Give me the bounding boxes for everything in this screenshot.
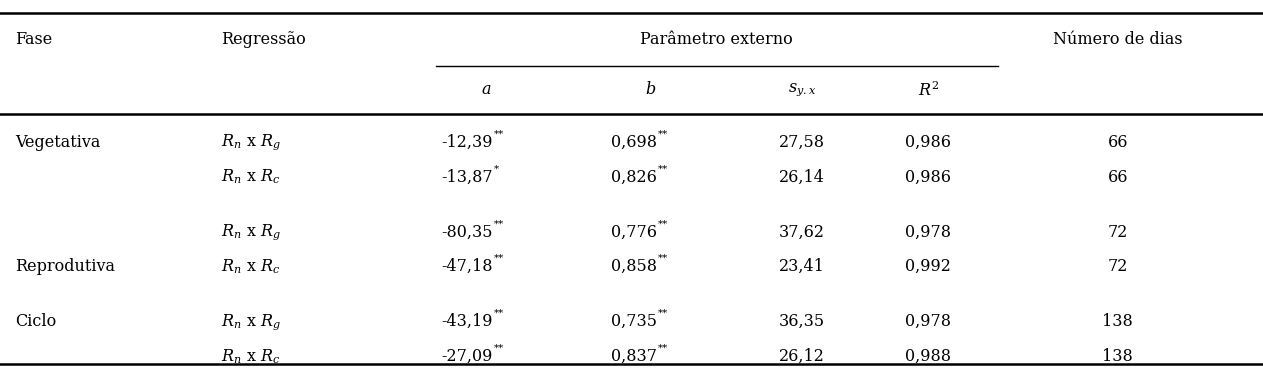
Text: Parâmetro externo: Parâmetro externo: [640, 31, 793, 48]
Text: a: a: [481, 81, 491, 98]
Text: 0,978: 0,978: [906, 313, 951, 330]
Text: **: **: [494, 219, 504, 228]
Text: 0,698: 0,698: [611, 134, 657, 151]
Text: **: **: [658, 164, 668, 173]
Text: $R_n\ \mathrm{x}\ R_g$: $R_n\ \mathrm{x}\ R_g$: [221, 312, 280, 332]
Text: 0,986: 0,986: [906, 168, 951, 186]
Text: b: b: [645, 81, 655, 98]
Text: **: **: [658, 344, 668, 352]
Text: 37,62: 37,62: [779, 224, 825, 241]
Text: $R_n\ \mathrm{x}\ R_g$: $R_n\ \mathrm{x}\ R_g$: [221, 132, 280, 153]
Text: $s_{y.x}$: $s_{y.x}$: [788, 81, 816, 98]
Text: 27,58: 27,58: [779, 134, 825, 151]
Text: **: **: [658, 130, 668, 139]
Text: 23,41: 23,41: [779, 258, 825, 275]
Text: $R^{2}$: $R^{2}$: [918, 80, 938, 99]
Text: 66: 66: [1108, 168, 1128, 186]
Text: 0,858: 0,858: [611, 258, 657, 275]
Text: Ciclo: Ciclo: [15, 313, 57, 330]
Text: Vegetativa: Vegetativa: [15, 134, 101, 151]
Text: **: **: [658, 254, 668, 263]
Text: 26,12: 26,12: [779, 348, 825, 365]
Text: **: **: [494, 344, 504, 352]
Text: Número de dias: Número de dias: [1053, 31, 1182, 48]
Text: 0,826: 0,826: [611, 168, 657, 186]
Text: 0,776: 0,776: [611, 224, 657, 241]
Text: 0,988: 0,988: [906, 348, 951, 365]
Text: **: **: [658, 309, 668, 318]
Text: **: **: [494, 130, 504, 139]
Text: **: **: [658, 219, 668, 228]
Text: 66: 66: [1108, 134, 1128, 151]
Text: 72: 72: [1108, 258, 1128, 275]
Text: Fase: Fase: [15, 31, 52, 48]
Text: 138: 138: [1103, 348, 1133, 365]
Text: -27,09: -27,09: [441, 348, 493, 365]
Text: 0,992: 0,992: [906, 258, 951, 275]
Text: 0,986: 0,986: [906, 134, 951, 151]
Text: **: **: [494, 309, 504, 318]
Text: 138: 138: [1103, 313, 1133, 330]
Text: -80,35: -80,35: [441, 224, 493, 241]
Text: 36,35: 36,35: [779, 313, 825, 330]
Text: -43,19: -43,19: [441, 313, 493, 330]
Text: 0,837: 0,837: [611, 348, 657, 365]
Text: $R_n\ \mathrm{x}\ R_c$: $R_n\ \mathrm{x}\ R_c$: [221, 168, 280, 186]
Text: $R_n\ \mathrm{x}\ R_c$: $R_n\ \mathrm{x}\ R_c$: [221, 257, 280, 276]
Text: 0,978: 0,978: [906, 224, 951, 241]
Text: Reprodutiva: Reprodutiva: [15, 258, 115, 275]
Text: 0,735: 0,735: [611, 313, 657, 330]
Text: $R_n\ \mathrm{x}\ R_c$: $R_n\ \mathrm{x}\ R_c$: [221, 347, 280, 366]
Text: -13,87: -13,87: [441, 168, 493, 186]
Text: Regressão: Regressão: [221, 31, 306, 48]
Text: -12,39: -12,39: [441, 134, 493, 151]
Text: -47,18: -47,18: [441, 258, 493, 275]
Text: $R_n\ \mathrm{x}\ R_g$: $R_n\ \mathrm{x}\ R_g$: [221, 222, 280, 242]
Text: 72: 72: [1108, 224, 1128, 241]
Text: **: **: [494, 254, 504, 263]
Text: *: *: [494, 164, 499, 173]
Text: 26,14: 26,14: [779, 168, 825, 186]
